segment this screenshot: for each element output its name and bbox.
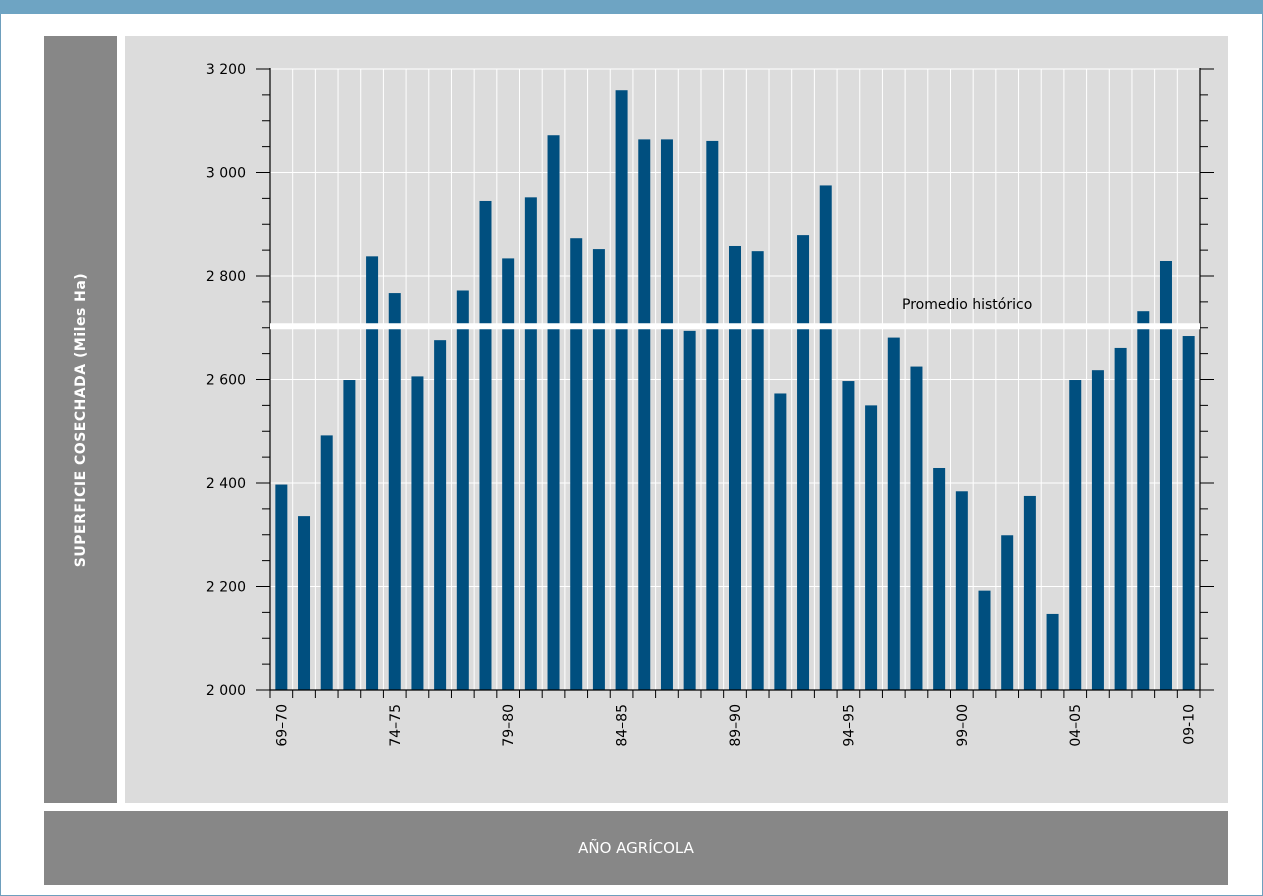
- bar: [298, 516, 311, 690]
- bar: [1114, 347, 1127, 690]
- y-tick-label: 3 000: [206, 166, 246, 182]
- x-axis-label-panel: AÑO AGRÍCOLA: [44, 811, 1228, 885]
- x-tick-label: 89–90: [728, 704, 744, 747]
- bar: [842, 381, 855, 690]
- x-tick-label: 79–80: [501, 704, 517, 747]
- reference-line-label: Promedio histórico: [902, 297, 1032, 313]
- bar: [774, 393, 787, 690]
- bar: [819, 185, 832, 690]
- y-tick-label: 2 400: [206, 476, 246, 492]
- bar: [320, 435, 333, 690]
- bar: [570, 238, 583, 690]
- x-tick-label: 99–00: [955, 704, 971, 747]
- bar: [456, 290, 469, 690]
- bar: [955, 491, 968, 690]
- bar: [615, 90, 628, 690]
- bar: [638, 139, 651, 690]
- bar: [797, 235, 810, 690]
- bar: [683, 330, 696, 690]
- x-tick-label: 04–05: [1068, 704, 1084, 747]
- y-tick-label: 2 600: [206, 373, 246, 389]
- top-accent-bar: [0, 0, 1263, 14]
- x-tick-label: 09-10: [1182, 704, 1198, 745]
- bar: [1046, 613, 1059, 690]
- x-tick-label: 69–70: [274, 704, 290, 747]
- bar: [1091, 370, 1104, 690]
- bar: [1159, 260, 1172, 690]
- bar: [865, 405, 878, 690]
- y-axis-label-panel: SUPERFICIE COSECHADA (Miles Ha): [44, 36, 117, 803]
- bar: [411, 376, 424, 690]
- bar: [706, 140, 719, 690]
- bar: [1069, 380, 1082, 690]
- bar: [1182, 336, 1195, 690]
- bar: [434, 340, 447, 690]
- bar: [933, 467, 946, 690]
- x-tick-label: 94–95: [841, 704, 857, 747]
- bar: [343, 380, 356, 690]
- bar: [547, 135, 560, 691]
- y-tick-label: 2 800: [206, 269, 246, 285]
- bar: [660, 139, 673, 690]
- bar: [1001, 535, 1014, 690]
- x-axis-label: AÑO AGRÍCOLA: [578, 839, 694, 857]
- x-tick-label: 74–75: [388, 704, 404, 747]
- bar: [479, 200, 492, 690]
- y-tick-label: 3 200: [206, 62, 246, 78]
- y-tick-label: 2 200: [206, 580, 246, 596]
- bar: [1137, 311, 1150, 690]
- bar: [366, 256, 379, 690]
- bar: [910, 366, 923, 690]
- bar: [751, 251, 764, 690]
- bar: [524, 197, 537, 690]
- bar: [978, 590, 991, 690]
- x-tick-label: 84–85: [615, 704, 631, 747]
- bar: [887, 337, 900, 690]
- bar: [1023, 495, 1036, 690]
- bar: [388, 293, 401, 690]
- bar: [275, 484, 288, 690]
- y-tick-label: 2 000: [206, 683, 246, 699]
- bar: [729, 245, 741, 691]
- bar: [592, 249, 605, 690]
- bar: [502, 258, 515, 690]
